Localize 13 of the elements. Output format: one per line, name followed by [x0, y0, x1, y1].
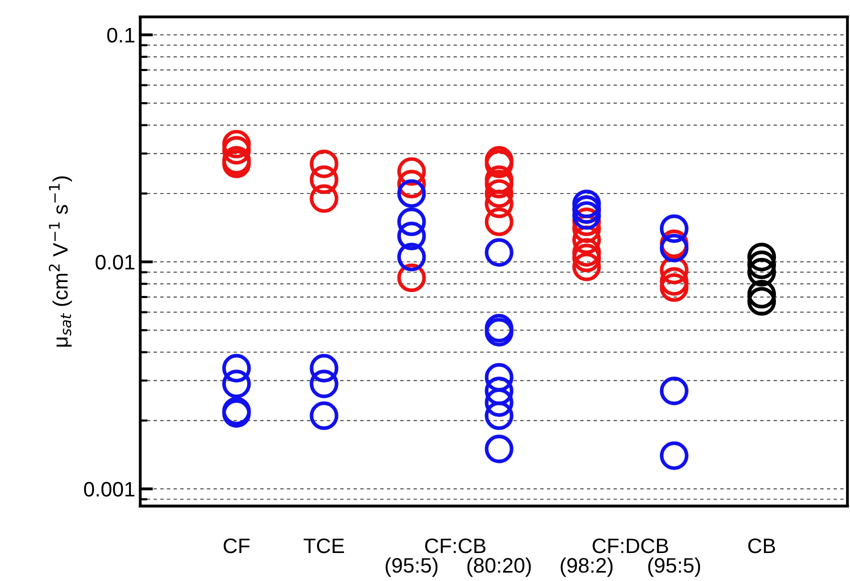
x-tick-label: (98:2)	[560, 557, 613, 577]
y-tick-label: 0.01	[96, 254, 134, 270]
x-tick-label: (95:5)	[386, 557, 438, 577]
text: μ$_{sat}$ (cm$^{2}$ V$^{−1}$ s$^{−1}$)	[48, 176, 72, 347]
x-tick-label: CB	[748, 538, 776, 554]
x-tick-label: (80:20)	[467, 557, 531, 577]
y-tick-label: 0.001	[84, 482, 134, 497]
x-tick-label: CF	[224, 538, 250, 554]
x-tick-label: TCE	[304, 538, 344, 554]
text: CF:CB	[425, 538, 486, 554]
x-tick-label: (95:5)	[648, 557, 700, 577]
y-tick-label: 0.1	[107, 28, 134, 43]
text: CF:DCB	[592, 538, 668, 554]
